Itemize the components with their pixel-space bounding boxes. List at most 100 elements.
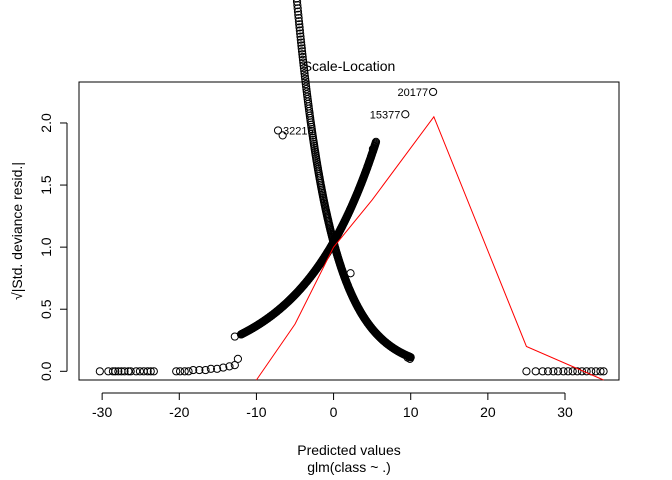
data-point	[126, 367, 135, 376]
x-axis: -30 -20 -10 0 10 20 30	[92, 392, 573, 420]
data-point	[559, 367, 568, 376]
data-point	[293, 7, 303, 16]
data-point	[299, 61, 308, 70]
data-point	[172, 367, 181, 376]
data-point	[297, 44, 306, 53]
x-tick-label: -20	[169, 404, 189, 420]
data-point	[195, 365, 204, 375]
point-id-label: 20177	[397, 87, 428, 99]
data-point	[114, 367, 123, 376]
data-point	[298, 50, 307, 59]
y-tick-label: 0.0	[38, 361, 54, 381]
data-point	[298, 52, 307, 62]
data-point	[401, 110, 410, 119]
data-point	[371, 137, 381, 146]
smooth-curve	[256, 115, 604, 381]
data-point	[295, 23, 304, 32]
data-point	[296, 29, 305, 38]
y-tick-label: 1.0	[38, 237, 54, 257]
data-point	[297, 38, 306, 47]
data-point	[596, 367, 605, 376]
smoothing-line	[256, 115, 604, 381]
data-point	[212, 364, 222, 373]
data-point	[370, 142, 379, 151]
data-point	[175, 367, 185, 376]
data-point	[143, 367, 152, 376]
data-point	[300, 72, 309, 81]
data-point	[294, 10, 303, 19]
data-point	[599, 367, 608, 376]
data-point	[201, 365, 210, 375]
x-tick-label: 0	[330, 404, 338, 420]
data-point	[573, 367, 582, 376]
data-point	[180, 367, 189, 376]
x-axis-label: Predicted values	[297, 442, 401, 458]
y-tick-label: 0.5	[38, 299, 54, 319]
data-point	[300, 69, 309, 78]
data-point	[563, 367, 573, 376]
data-point	[294, 13, 303, 23]
data-point	[296, 35, 305, 44]
data-point	[522, 367, 531, 376]
point-id-label: 15377	[370, 109, 401, 121]
data-point	[273, 126, 283, 135]
data-point	[278, 131, 287, 140]
data-point	[296, 32, 305, 41]
data-point	[293, 4, 302, 13]
y-tick-label: 1.5	[38, 175, 54, 195]
data-point	[368, 144, 378, 154]
data-point	[95, 367, 104, 376]
x-tick-label: 30	[557, 404, 573, 420]
data-point	[297, 41, 306, 50]
plot-border	[78, 81, 620, 381]
data-point	[300, 66, 309, 75]
data-point	[293, 1, 302, 10]
data-point	[428, 87, 438, 97]
data-point	[346, 269, 355, 278]
point-annotations: 20177 15377 32215	[283, 87, 428, 137]
y-tick-label: 2.0	[38, 113, 54, 133]
data-point	[295, 26, 304, 35]
data-point	[131, 367, 141, 376]
data-point	[577, 367, 587, 376]
data-point	[146, 367, 155, 376]
data-point	[184, 367, 193, 376]
x-tick-label: -30	[92, 404, 112, 420]
data-point	[230, 332, 239, 341]
data-point	[111, 367, 120, 376]
data-point	[120, 367, 129, 376]
data-point	[299, 58, 308, 67]
data-point	[295, 20, 304, 29]
data-point	[124, 367, 133, 376]
data-point	[549, 367, 558, 376]
data-point	[108, 367, 118, 376]
data-point	[591, 367, 600, 376]
data-point	[225, 362, 234, 371]
x-tick-label: 10	[403, 404, 419, 420]
x-tick-label: -10	[246, 404, 266, 420]
chart-title: Scale-Location	[303, 58, 396, 74]
y-axis-label: √|Std. deviance resid.|	[9, 162, 25, 300]
data-point	[294, 17, 304, 26]
data-point	[233, 354, 243, 363]
data-point	[538, 367, 547, 376]
data-point	[135, 367, 145, 376]
scatter-points	[95, 0, 608, 376]
x-axis-sublabel: glm(class ~ .)	[307, 459, 391, 475]
data-point	[299, 64, 309, 73]
data-point	[405, 354, 415, 363]
data-point	[301, 79, 310, 89]
data-point	[292, 0, 301, 3]
data-point	[301, 74, 310, 83]
point-id-label: 32215	[283, 125, 314, 137]
data-point	[206, 364, 216, 373]
data-point	[568, 367, 577, 376]
x-tick-label: 20	[480, 404, 496, 420]
data-point	[553, 367, 563, 376]
data-point	[189, 365, 198, 375]
y-axis: 0.0 0.5 1.0 1.5 2.0	[38, 113, 68, 381]
data-point	[219, 363, 228, 372]
data-point	[292, 0, 302, 6]
data-point	[297, 47, 307, 56]
